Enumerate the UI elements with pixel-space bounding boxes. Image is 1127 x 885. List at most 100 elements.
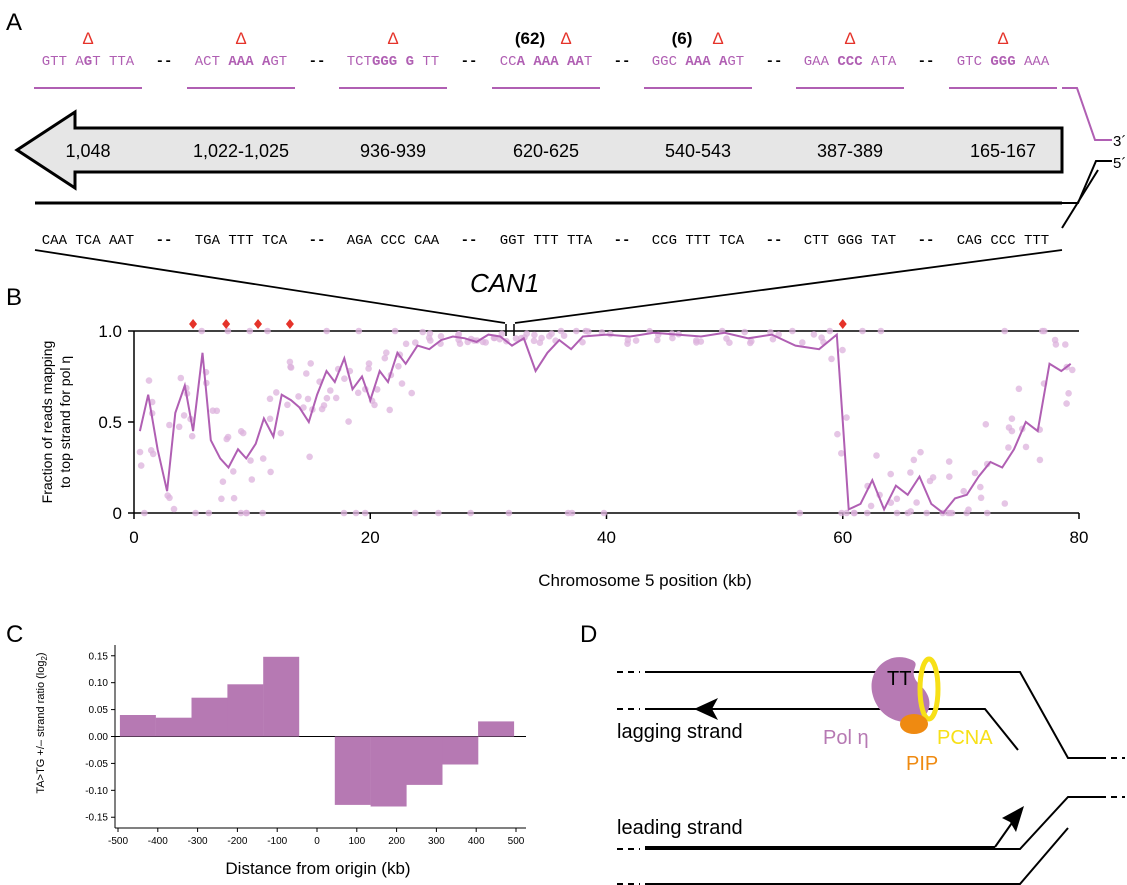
panel-b-data-point — [209, 407, 217, 415]
panel-b-data-point — [910, 456, 918, 464]
top-sequence: GTC GGG AAA — [957, 54, 1050, 70]
top-sequence: GGC AAA AGT — [652, 54, 744, 70]
mutated-bases: GGG — [990, 54, 1015, 70]
panel-b-data-point — [843, 414, 850, 421]
flanking-bases: GGC — [652, 54, 686, 70]
panel-b-data-point — [354, 389, 362, 397]
panel-b-data-point — [455, 330, 463, 338]
panel-b-x-tick-label: 80 — [1070, 528, 1089, 547]
panel-b-data-point — [1062, 341, 1069, 348]
panel-b-data-point — [188, 432, 196, 440]
pcna-label: PCNA — [937, 727, 993, 749]
panel-c-bar — [191, 697, 228, 737]
can1-gene-arrow — [14, 109, 1064, 191]
panel-b-data-point — [1041, 327, 1048, 335]
panel-c-x-tick-label: 100 — [348, 836, 365, 847]
panel-c-y-tick-label: 0.10 — [89, 678, 109, 689]
panel-b-data-point — [355, 327, 363, 335]
panel-b-data-point — [435, 509, 442, 517]
panel-c-bar — [119, 715, 156, 737]
five-prime-label: 5´ — [1113, 155, 1126, 172]
panel-c-bar — [263, 656, 300, 737]
panel-b-data-point — [277, 429, 285, 437]
panel-c-ylabel: TA>TG +/– strand ratio (log2) — [35, 652, 49, 793]
panel-b-data-point — [323, 394, 331, 402]
panel-b-data-point — [963, 509, 970, 517]
panel-b-data-point — [538, 334, 545, 342]
position-label: 936-939 — [360, 141, 426, 161]
panel-b-series-line — [138, 331, 1072, 515]
panel-c-x-tick-label: -500 — [108, 836, 128, 847]
panel-c-x-tick-label: 300 — [428, 836, 445, 847]
panel-b-x-tick-label: 40 — [597, 528, 616, 547]
bottom-strand-sequences: CAA TCA AAT -- TGA TTT TCA -- AGA CCC CAA -- G… — [42, 233, 1049, 249]
panel-b-data-point — [259, 509, 267, 517]
panel-c-bar — [227, 684, 264, 737]
panel-b-data-point — [170, 505, 178, 513]
flanking-bases: GTT A — [42, 54, 85, 70]
flanking-bases: CC — [500, 54, 517, 70]
panel-b-data-point — [391, 327, 399, 335]
panel-b-data-point — [284, 401, 291, 409]
gene-position-labels: 1,048 1,022-1,025 936-939 620-625 540-543 387… — [65, 141, 1036, 161]
panel-b-data-point — [913, 499, 920, 506]
panel-b-data-point — [818, 334, 825, 342]
panel-c-ylabel-end: ) — [35, 652, 47, 656]
panel-c-ylabel-sub: 2 — [40, 656, 49, 661]
panel-b-data-point — [977, 483, 984, 491]
panel-c-x-tick-label: 400 — [468, 836, 485, 847]
leading-template-strand — [645, 796, 1100, 850]
panel-b-data-point — [137, 462, 145, 469]
flanking-bases: GAA — [804, 54, 838, 70]
panel-b-data-point — [1065, 390, 1072, 397]
panel-b-data-point — [1063, 400, 1070, 407]
panel-b-data-point — [600, 509, 608, 517]
panel-b-data-point — [859, 327, 866, 335]
panel-b-data-point — [723, 335, 730, 342]
panel-b-data-point — [893, 509, 901, 517]
panel-b-data-point — [1005, 444, 1012, 451]
delta-symbol: Δ — [997, 29, 1008, 48]
panel-b-data-point — [381, 354, 389, 362]
panel-b-data-point — [341, 375, 348, 383]
panel-c-y-tick-label: 0.00 — [89, 732, 109, 743]
panel-b-data-point — [851, 509, 858, 517]
panel-b-data-point — [982, 421, 990, 428]
panel-b-data-point — [748, 338, 755, 345]
red-diamond-marker — [838, 319, 847, 329]
panel-b-data-point — [839, 346, 846, 354]
position-label: 387-389 — [817, 141, 883, 161]
bottom-strand-connector-top — [1062, 160, 1112, 204]
panel-b-data-point — [929, 474, 937, 481]
panel-c-bar — [406, 736, 443, 785]
panel-b-data-point — [1008, 415, 1016, 423]
panel-b-data-point — [838, 450, 845, 457]
panel-b-data-point — [395, 363, 402, 370]
top-strand-connector — [1062, 87, 1112, 141]
panel-b-data-point — [1051, 336, 1059, 344]
panel-b-data-point — [177, 374, 185, 382]
panel-b-data-point — [230, 494, 238, 502]
panel-c-y-tick-label: -0.05 — [85, 759, 108, 770]
panel-b-data-point — [437, 333, 445, 340]
panel-b-data-point — [166, 421, 173, 429]
panel-b-data-point — [219, 478, 227, 486]
panel-c-bar — [334, 736, 371, 805]
delta-symbol: Δ — [712, 29, 723, 48]
flanking-bases: GT — [727, 54, 744, 70]
panel-b-data-point — [1001, 327, 1008, 335]
panel-b-data-point — [237, 509, 245, 517]
sequence-gap: -- — [156, 233, 173, 249]
panel-b-data-point — [237, 428, 245, 435]
flanking-bases: GT — [270, 54, 287, 70]
panel-b-data-point — [266, 415, 274, 423]
lagging-strand-label: lagging strand — [617, 721, 743, 743]
sequence-gap: -- — [309, 54, 326, 70]
panel-c-x-tick-label: -300 — [188, 836, 208, 847]
bottom-sequence: CAA TCA AAT — [42, 233, 134, 249]
panel-b-x-tick-label: 20 — [361, 528, 380, 547]
panel-b-data-point — [248, 476, 256, 483]
panel-b-data-point — [531, 331, 538, 339]
panel-b-data-point — [624, 340, 631, 348]
